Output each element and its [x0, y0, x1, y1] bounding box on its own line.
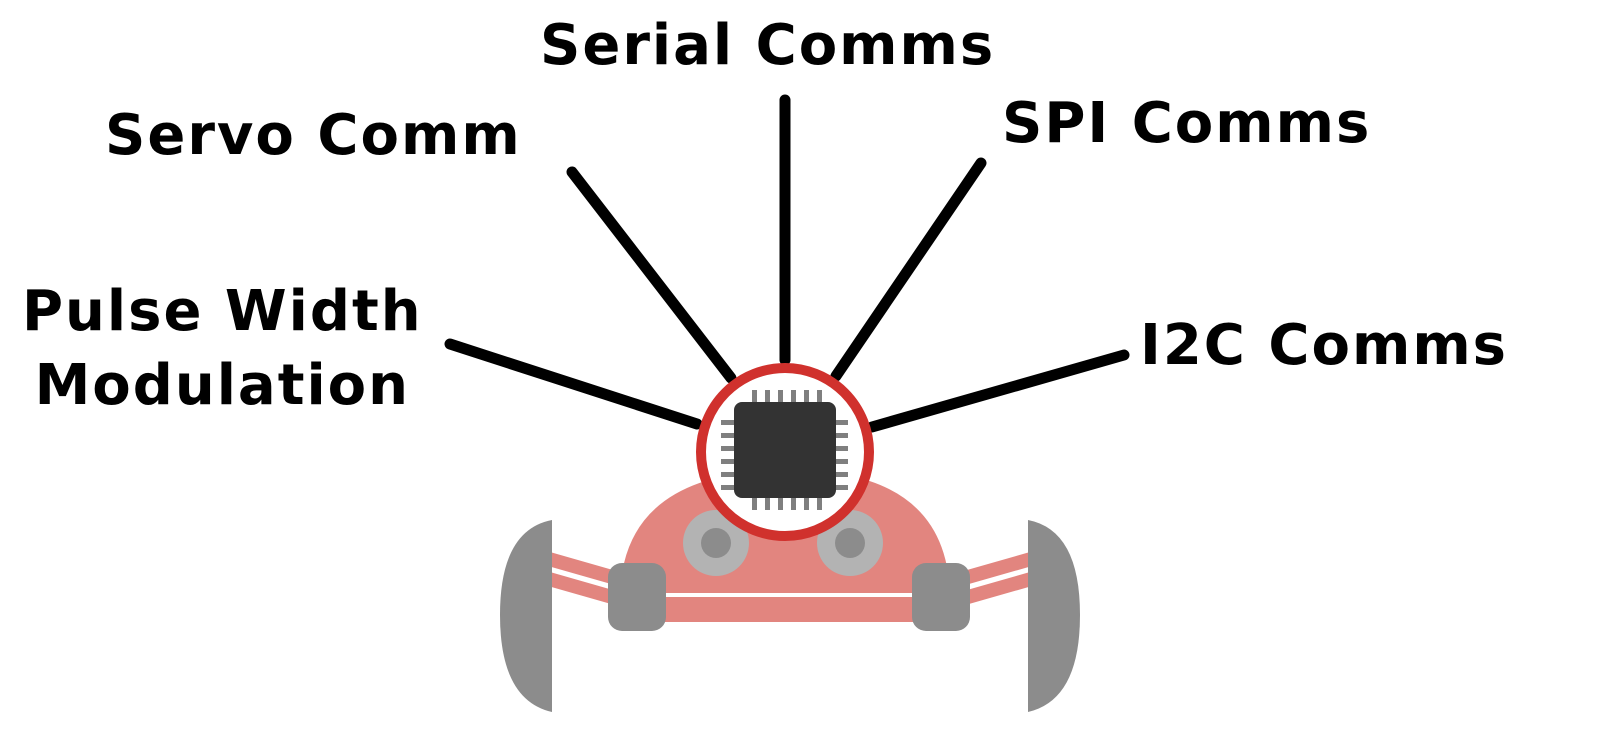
label-pulse-width-modulation: Pulse Width Modulation [22, 275, 423, 423]
right-wheel [1028, 520, 1080, 712]
left-wheel [500, 520, 552, 712]
right-bracket [912, 563, 970, 631]
line-pwm [444, 338, 703, 430]
left-sensor [683, 510, 749, 576]
label-serial-comms: Serial Comms [540, 13, 996, 78]
label-spi-comms: SPI Comms [1002, 91, 1372, 156]
label-i2c-comms: I2C Comms [1140, 313, 1508, 378]
microcontroller-chip-icon [734, 402, 836, 498]
label-servo-comm: Servo Comm [105, 103, 522, 168]
label-pwm-line2: Modulation [34, 353, 411, 418]
chip-pins [721, 390, 848, 510]
line-i2c [866, 349, 1130, 433]
line-spi [830, 157, 987, 382]
label-pwm-line1: Pulse Width [22, 279, 423, 344]
left-bracket [608, 563, 666, 631]
connector-lines [444, 94, 1130, 433]
line-servo [566, 166, 737, 384]
